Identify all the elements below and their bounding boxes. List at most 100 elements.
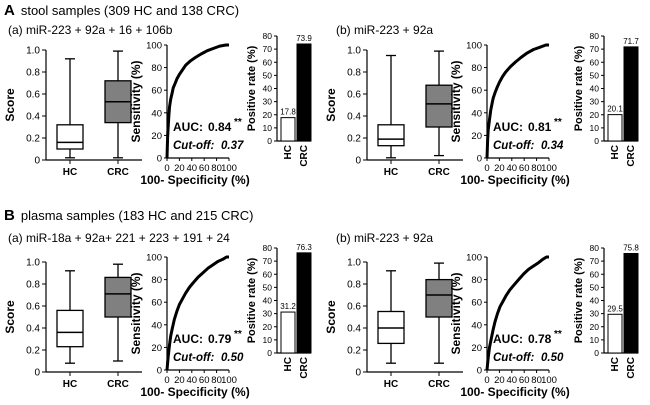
rate-value-label: 76.3 — [296, 243, 312, 252]
roc-y-tick-label: 100 — [146, 253, 162, 264]
roc-y-tick-label: 100 — [146, 41, 162, 52]
box-y-tick-label: 1.0 — [26, 258, 40, 269]
box-y-label: Score — [3, 88, 17, 122]
rate-y-tick-label: 80 — [263, 243, 273, 253]
roc-y-label: Sensitivity (%) — [129, 272, 143, 354]
section-letter: B — [4, 207, 15, 224]
roc-auc-label: AUC: — [173, 120, 203, 134]
rate-y-tick-label: 60 — [263, 269, 273, 279]
box-y-tick-label: 0.4 — [347, 112, 361, 123]
rate-y-tick-label: 0 — [267, 348, 272, 358]
rate-y-label: Positive rate (%) — [573, 45, 585, 131]
rate-bar — [623, 46, 639, 142]
roc-y-tick-label: 20 — [471, 343, 482, 354]
rate-category-label: CRC — [299, 357, 310, 379]
rate-y-label: Positive rate (%) — [246, 257, 258, 343]
panel-b-a-label: (a) miR-18a + 92a+ 221 + 223 + 191 + 24 — [8, 231, 230, 245]
roc-significance: ** — [554, 117, 562, 128]
rate-y-tick-label: 40 — [590, 84, 600, 94]
roc-x-label: 100- Specificity (%) — [140, 385, 249, 399]
rate-y-tick-label: 20 — [590, 110, 600, 120]
rate-y-tick-label: 50 — [590, 70, 600, 80]
roc-x-tick-label: 0 — [164, 163, 169, 174]
box-y-tick-label: 0.4 — [347, 324, 361, 335]
box-group-label: CRC — [428, 167, 450, 178]
section-letter: A — [4, 2, 15, 19]
box-y-label: Score — [3, 300, 17, 334]
roc-y-tick-label: 0 — [477, 366, 482, 377]
rate-bar — [607, 114, 623, 142]
rate-y-tick-label: 80 — [590, 243, 600, 253]
roc-auc-label: AUC: — [493, 120, 523, 134]
rate-category-label: HC — [283, 357, 294, 371]
rate-y-tick-label: 40 — [263, 84, 273, 94]
rate-y-tick-label: 30 — [263, 97, 273, 107]
roc-y-tick-label: 60 — [471, 298, 482, 309]
box-y-tick-label: 0.6 — [26, 90, 40, 101]
rate-category-label: HC — [610, 357, 621, 371]
roc-x-tick-label: 40 — [507, 375, 518, 386]
roc-y-tick-label: 0 — [157, 154, 162, 165]
rate-y-tick-label: 10 — [263, 123, 273, 133]
rate-bar — [296, 252, 312, 354]
roc-x-tick-label: 20 — [494, 163, 505, 174]
box-iqr — [56, 124, 84, 150]
rate-y-tick-label: 70 — [263, 44, 273, 54]
box-y-tick-label: 0.6 — [347, 90, 361, 101]
roc-auc-value: 0.79 — [208, 332, 232, 346]
rate-y-tick-label: 60 — [263, 57, 273, 67]
rate-y-tick-label: 30 — [590, 309, 600, 319]
roc-x-tick-label: 0 — [484, 375, 489, 386]
rate-y-tick-label: 0 — [267, 136, 272, 146]
rate-category-label: CRC — [626, 145, 637, 167]
box-y-tick-label: 0.4 — [26, 112, 40, 123]
roc-x-tick-label: 60 — [519, 375, 530, 386]
roc-cutoff-label: Cut-off: — [173, 352, 214, 364]
box-y-tick-label: 0 — [34, 368, 40, 379]
rate-y-tick-label: 30 — [263, 309, 273, 319]
roc-x-tick-label: 80 — [531, 163, 542, 174]
roc-y-tick-label: 20 — [151, 343, 162, 354]
rate-value-label: 71.7 — [623, 37, 639, 46]
rate-y-tick-label: 20 — [263, 110, 273, 120]
roc-cutoff-label: Cut-off: — [493, 352, 534, 364]
box-group-label: CRC — [107, 167, 129, 178]
roc-y-tick-label: 100 — [466, 41, 482, 52]
roc-curve — [165, 255, 229, 371]
rate-bar — [280, 311, 296, 354]
roc-x-tick-label: 0 — [484, 163, 489, 174]
box-y-tick-label: 0.2 — [347, 346, 361, 357]
rate-y-tick-label: 80 — [590, 31, 600, 41]
rate-bar — [280, 117, 296, 142]
roc-x-label: 100- Specificity (%) — [140, 173, 249, 187]
roc-x-tick-label: 60 — [199, 375, 210, 386]
box-y-tick-label: 0.2 — [26, 134, 40, 145]
roc-y-label: Sensitivity (%) — [449, 272, 463, 354]
rate-y-tick-label: 50 — [263, 282, 273, 292]
roc-x-tick-label: 20 — [494, 375, 505, 386]
rate-value-label: 17.8 — [280, 108, 296, 117]
roc-x-tick-label: 40 — [507, 163, 518, 174]
roc-cutoff-label: Cut-off: — [173, 140, 214, 152]
roc-x-tick-label: 40 — [187, 375, 198, 386]
box-y-tick-label: 1.0 — [347, 46, 361, 57]
box-y-tick-label: 1.0 — [26, 46, 40, 57]
rate-value-label: 73.9 — [296, 34, 312, 43]
roc-y-tick-label: 40 — [151, 108, 162, 119]
rate-bar — [296, 43, 312, 142]
rate-y-tick-label: 20 — [590, 322, 600, 332]
panel-b-b-label: (b) miR-223 + 92a — [336, 231, 434, 245]
box-group-label: HC — [384, 379, 398, 390]
box-group-label: HC — [63, 379, 77, 390]
roc-x-tick-label: 80 — [211, 163, 222, 174]
rate-y-tick-label: 30 — [590, 97, 600, 107]
roc-y-tick-label: 20 — [471, 131, 482, 142]
roc-x-tick-label: 20 — [174, 375, 185, 386]
roc-y-tick-label: 40 — [471, 320, 482, 331]
rate-y-tick-label: 0 — [594, 348, 599, 358]
roc-cutoff-value: 0.50 — [221, 352, 244, 364]
roc-y-tick-label: 60 — [151, 298, 162, 309]
